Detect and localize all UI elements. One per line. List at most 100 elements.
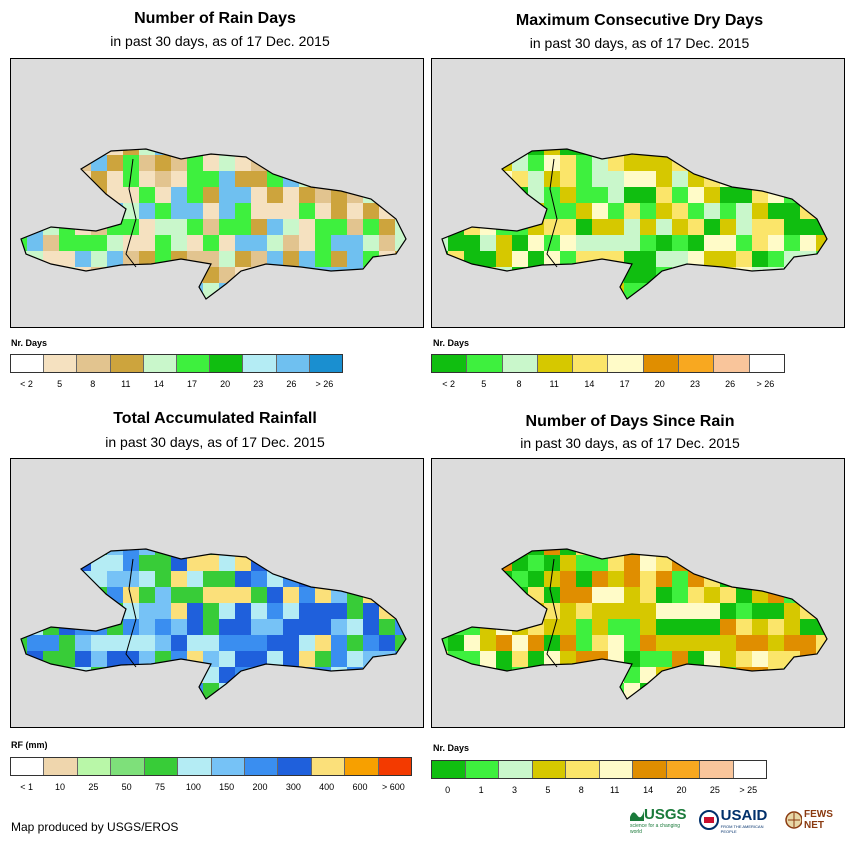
map-canvas <box>441 548 828 700</box>
legend-unit: Nr. Days <box>433 338 470 348</box>
panel-title: Number of Days Since Rain <box>525 413 735 430</box>
legend-tick-label: 1 <box>478 785 484 795</box>
legend-tick-label: 600 <box>352 782 368 792</box>
logo-strip: USGS science for a changing world USAID … <box>630 806 854 835</box>
map-canvas <box>20 148 407 300</box>
legend-swatch <box>276 355 310 372</box>
legend-swatch <box>467 355 503 372</box>
legend-tick-label: 8 <box>516 379 522 389</box>
legend-swatch <box>714 355 750 372</box>
country-border <box>125 158 137 268</box>
legend-tick-label: 11 <box>610 785 620 795</box>
usaid-wordmark: USAID <box>720 806 768 824</box>
legend-tick-label: 14 <box>584 379 595 389</box>
legend-swatch <box>499 761 533 778</box>
legend-tick-label: 20 <box>654 379 665 389</box>
legend-swatch <box>77 758 112 775</box>
legend-swatch <box>77 355 111 372</box>
legend-tick-label: < 1 <box>20 782 34 792</box>
legend-ticks: < 2 5 8 11 14 17 20 23 26 > 26 <box>10 379 341 391</box>
legend-tick-label: 23 <box>689 379 701 389</box>
legend-swatch <box>432 355 468 372</box>
map-total-rainfall[interactable] <box>10 458 424 728</box>
legend-unit: Nr. Days <box>11 338 48 348</box>
legend-unit: Nr. Days <box>433 743 470 753</box>
panel-subtitle: in past 30 days, as of 17 Dec. 2015 <box>529 35 750 51</box>
legend-tick-label: > 25 <box>739 785 758 795</box>
map-credit: Map produced by USGS/EROS <box>11 820 179 834</box>
raster-cells <box>21 149 406 299</box>
usgs-wave-icon <box>630 811 644 821</box>
usaid-tagline: FROM THE AMERICAN PEOPLE <box>720 823 764 834</box>
legend-swatch <box>733 761 766 778</box>
legend-tick-label: 26 <box>725 379 736 389</box>
legend-swatch <box>11 758 45 775</box>
legend-tick-label: 100 <box>185 782 201 792</box>
legend-tick-label: 0 <box>445 785 451 795</box>
legend-tick-label: 3 <box>511 785 518 795</box>
legend-swatch <box>666 761 700 778</box>
panel-max-dry-days: Maximum Consecutive Dry Days in past 30 … <box>425 0 854 400</box>
legend-tick-label: 14 <box>643 785 654 795</box>
legend-tick-label: 300 <box>285 782 301 792</box>
map-canvas <box>441 148 828 300</box>
panel-subtitle: in past 30 days, as of 17 Dec. 2015 <box>105 434 325 450</box>
legend-swatch <box>465 761 499 778</box>
legend-tick-label: > 600 <box>381 782 405 792</box>
raster-cells <box>442 149 827 299</box>
legend-swatch <box>211 758 245 775</box>
legend-tick-label: 20 <box>220 379 231 389</box>
legend-swatch <box>143 355 178 372</box>
legend-swatch <box>244 758 279 775</box>
legend-tick-label: 11 <box>121 379 131 389</box>
legend-swatch <box>243 355 277 372</box>
usgs-tagline: science for a changing world <box>630 822 681 835</box>
legend-swatch <box>278 758 312 775</box>
legend-swatch <box>210 355 244 372</box>
legend-swatch <box>345 758 379 775</box>
legend-ticks: 0 1 3 5 8 11 14 20 25 > 25 <box>431 785 765 797</box>
legend-tick-label: 5 <box>57 379 63 389</box>
legend-days-since-rain <box>431 760 767 779</box>
map-max-dry-days[interactable] <box>431 58 845 328</box>
panel-total-rainfall: Total Accumulated Rainfall in past 30 da… <box>0 400 430 800</box>
fewsnet-logo: FEWS NET <box>784 809 854 831</box>
legend-swatch <box>700 761 734 778</box>
legend-tick-label: 26 <box>286 379 297 389</box>
legend-swatch <box>11 355 45 372</box>
legend-tick-label: 5 <box>481 379 487 389</box>
legend-tick-label: 17 <box>619 379 630 389</box>
legend-swatch <box>311 758 346 775</box>
legend-tick-label: > 26 <box>315 379 334 389</box>
panel-subtitle: in past 30 days, as of 17 Dec. 2015 <box>520 435 740 451</box>
legend-swatch <box>177 355 211 372</box>
map-days-since-rain[interactable] <box>431 458 845 728</box>
legend-tick-label: < 2 <box>20 379 33 389</box>
usaid-seal-icon <box>699 810 719 830</box>
legend-total-rainfall <box>10 757 412 776</box>
country-border <box>546 158 558 268</box>
panel-title: Maximum Consecutive Dry Days <box>515 12 764 29</box>
island-outline <box>441 548 828 700</box>
legend-swatch <box>309 355 343 372</box>
island-outline <box>441 148 828 300</box>
usgs-wordmark: USGS <box>644 805 687 823</box>
legend-swatch <box>502 355 538 372</box>
panel-rain-days: Number of Rain Days in past 30 days, as … <box>0 0 430 400</box>
legend-swatch <box>608 355 644 372</box>
legend-tick-label: 75 <box>154 782 166 792</box>
usgs-logo: USGS science for a changing world <box>630 806 691 835</box>
legend-max-dry-days <box>431 354 785 373</box>
country-border <box>125 558 137 668</box>
legend-swatch <box>44 758 78 775</box>
legend-swatch <box>749 355 784 372</box>
legend-tick-label: 25 <box>709 785 720 795</box>
legend-swatch <box>178 758 212 775</box>
legend-tick-label: 17 <box>187 379 198 389</box>
legend-tick-label: 150 <box>219 782 235 792</box>
raster-cells <box>442 549 827 699</box>
map-rain-days[interactable] <box>10 58 424 328</box>
legend-tick-label: 23 <box>253 379 264 389</box>
raster-cells <box>21 549 406 699</box>
legend-swatch <box>643 355 680 372</box>
